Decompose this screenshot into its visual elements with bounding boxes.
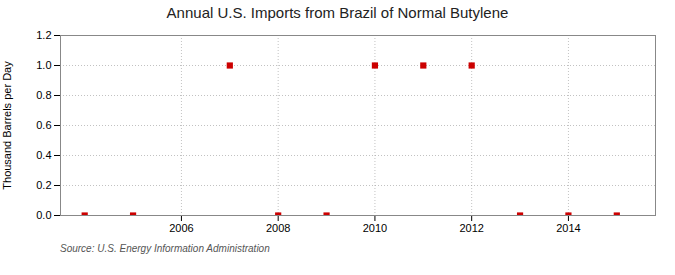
svg-text:2006: 2006 bbox=[169, 222, 193, 234]
svg-text:0.4: 0.4 bbox=[36, 149, 51, 161]
svg-text:0.0: 0.0 bbox=[36, 209, 51, 221]
svg-text:1.0: 1.0 bbox=[36, 59, 51, 71]
svg-text:2010: 2010 bbox=[363, 222, 387, 234]
html-text:Annual U.S. Imports from Brazi: Annual U.S. Imports from Brazil of Norma… bbox=[166, 4, 509, 21]
svg-text:0.8: 0.8 bbox=[36, 89, 51, 101]
svg-text:Thousand Barrels per Day: Thousand Barrels per Day bbox=[1, 61, 13, 190]
svg-text:0.2: 0.2 bbox=[36, 179, 51, 191]
svg-text:2014: 2014 bbox=[556, 222, 580, 234]
svg-text:1.2: 1.2 bbox=[36, 29, 51, 41]
svg-text:2012: 2012 bbox=[459, 222, 483, 234]
svg-text:0.6: 0.6 bbox=[36, 119, 51, 131]
html-text:Source: U.S. Energy Informatio: Source: U.S. Energy Information Administ… bbox=[60, 243, 270, 254]
svg-text:2008: 2008 bbox=[266, 222, 290, 234]
